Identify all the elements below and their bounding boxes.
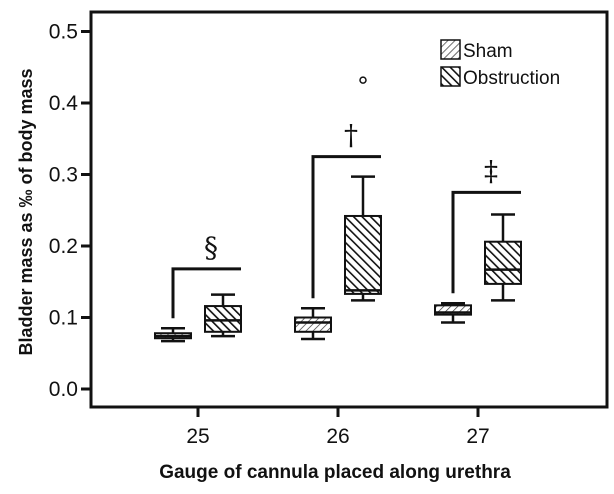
- x-tick-label: 27: [466, 425, 489, 448]
- significance-bracket: [171, 267, 241, 319]
- box-iqr: [294, 316, 332, 333]
- x-tick-label: 26: [326, 425, 349, 448]
- box-sham-27: [434, 301, 472, 324]
- legend-label-sham: Sham: [463, 41, 513, 62]
- y-axis: 0.0 0.1 0.2 0.3 0.4 0.5: [49, 21, 91, 401]
- significance-annotations: § † ‡: [171, 119, 521, 319]
- y-tick-label: 0.0: [49, 378, 78, 401]
- box-obstruction-27: [484, 213, 522, 302]
- box-sham-25: [154, 326, 192, 343]
- significance-symbol: ‡: [484, 154, 498, 187]
- outlier-point: [359, 76, 367, 84]
- x-axis: 25 26 27: [186, 407, 490, 448]
- legend-swatch-sham: [440, 39, 461, 60]
- significance-symbol: §: [204, 231, 218, 264]
- y-axis-title: Bladder mass as ‰ of body mass: [16, 68, 36, 355]
- y-tick-label: 0.4: [49, 92, 79, 115]
- legend-label-obstruction: Obstruction: [463, 68, 560, 89]
- box-iqr: [344, 214, 382, 295]
- box-series: [154, 76, 522, 343]
- box-iqr: [434, 304, 472, 316]
- significance-bracket: [451, 190, 521, 294]
- y-tick-label: 0.1: [49, 307, 78, 330]
- legend: Sham Obstruction: [440, 39, 560, 89]
- legend-swatch-obstruction: [440, 66, 461, 87]
- box-iqr: [204, 305, 242, 333]
- box-sham-26: [294, 306, 332, 341]
- y-tick-label: 0.5: [49, 21, 78, 44]
- box-obstruction-25: [204, 293, 242, 338]
- y-tick-label: 0.2: [49, 235, 78, 258]
- box-iqr: [484, 240, 522, 285]
- plot-frame: [89, 10, 609, 409]
- significance-bracket: [311, 155, 381, 299]
- x-tick-label: 25: [186, 425, 209, 448]
- box-obstruction-26: [344, 76, 382, 302]
- x-axis-title: Gauge of cannula placed along urethra: [159, 462, 511, 483]
- y-tick-label: 0.3: [49, 164, 78, 187]
- significance-symbol: †: [344, 119, 358, 152]
